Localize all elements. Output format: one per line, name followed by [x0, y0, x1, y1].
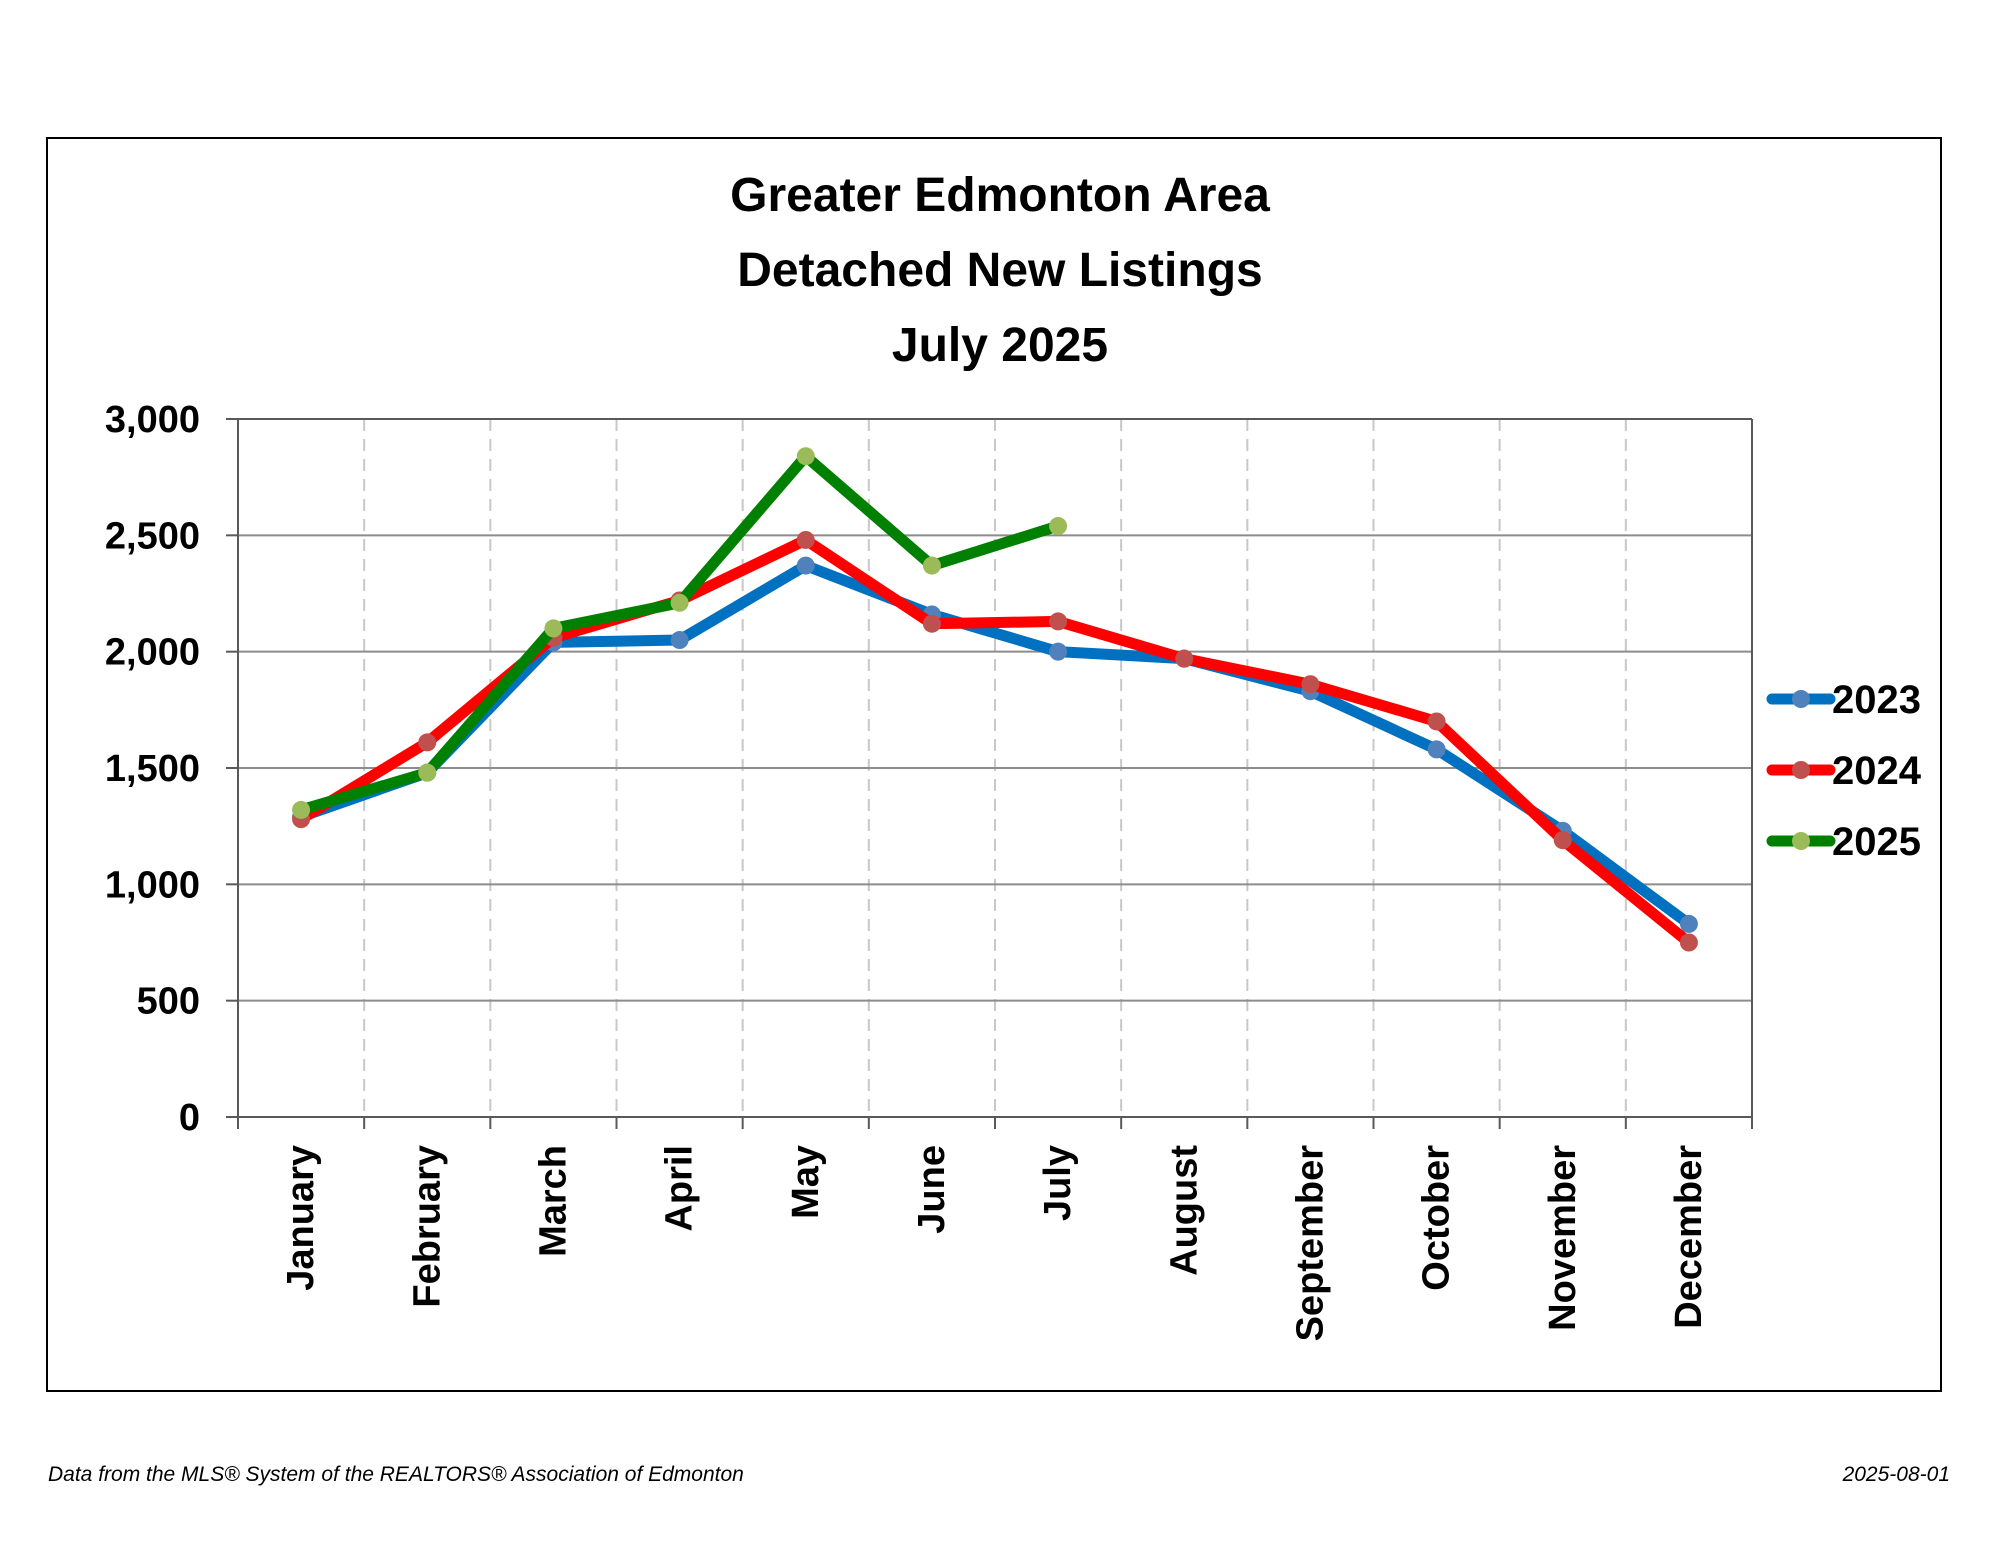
data-point-2025: [418, 763, 437, 782]
line-chart: Greater Edmonton Area Detached New Listin…: [105, 169, 1922, 1342]
y-tick-label: 0: [179, 1097, 200, 1139]
chart-title-line-2: Detached New Listings: [737, 244, 1262, 297]
data-point-2023: [670, 631, 689, 650]
y-tick-label: 1,000: [105, 864, 200, 906]
data-point-2025: [796, 447, 815, 466]
x-tick-label: February: [406, 1145, 448, 1308]
x-tick-label: December: [1668, 1145, 1710, 1329]
data-point-2024: [1427, 712, 1446, 731]
x-tick-label: November: [1542, 1145, 1584, 1331]
y-tick-label: 2,500: [105, 515, 200, 557]
x-tick-label: March: [532, 1145, 574, 1257]
y-tick-label: 2,000: [105, 632, 200, 674]
legend-marker-2025: [1792, 832, 1810, 850]
x-tick-label: April: [659, 1145, 701, 1232]
data-point-2024: [922, 614, 941, 633]
y-tick-label: 1,500: [105, 748, 200, 790]
data-point-2024: [418, 733, 437, 752]
data-point-2024: [1049, 612, 1068, 631]
data-point-2023: [1427, 740, 1446, 759]
data-point-2025: [544, 619, 563, 638]
footer-date: 2025-08-01: [1842, 1463, 1950, 1486]
x-tick-label: July: [1037, 1145, 1079, 1221]
y-tick-label: 3,000: [105, 399, 200, 441]
x-tick-label: October: [1416, 1145, 1458, 1291]
legend-label-2025: 2025: [1832, 820, 1921, 864]
data-point-2024: [1175, 649, 1194, 668]
x-tick-label: January: [280, 1145, 322, 1291]
footer-source-note: Data from the MLS® System of the REALTOR…: [48, 1463, 744, 1486]
legend-marker-2023: [1792, 690, 1810, 708]
data-point-2023: [796, 556, 815, 575]
chart-title-line-1: Greater Edmonton Area: [730, 169, 1270, 222]
data-point-2025: [1049, 517, 1068, 536]
x-tick-label: August: [1163, 1145, 1205, 1276]
legend-label-2024: 2024: [1832, 749, 1922, 793]
y-tick-label: 500: [137, 981, 200, 1023]
data-point-2024: [1553, 831, 1572, 850]
data-point-2025: [670, 593, 689, 612]
x-tick-label: September: [1289, 1145, 1331, 1342]
series-line-2023: [295, 560, 1695, 930]
x-tick-label: May: [785, 1145, 827, 1219]
data-point-2023: [1049, 642, 1068, 661]
data-point-2024: [1301, 675, 1320, 694]
legend-marker-2024: [1792, 761, 1810, 779]
x-tick-label: June: [911, 1145, 953, 1234]
data-point-2024: [796, 530, 815, 549]
chart-frame: Greater Edmonton Area Detached New Listin…: [46, 137, 1942, 1392]
data-point-2025: [292, 800, 311, 819]
data-point-2025: [922, 556, 941, 575]
data-point-2024: [1679, 933, 1698, 952]
legend-label-2023: 2023: [1832, 678, 1921, 722]
chart-title-line-3: July 2025: [892, 319, 1108, 372]
data-point-2023: [1679, 914, 1698, 933]
